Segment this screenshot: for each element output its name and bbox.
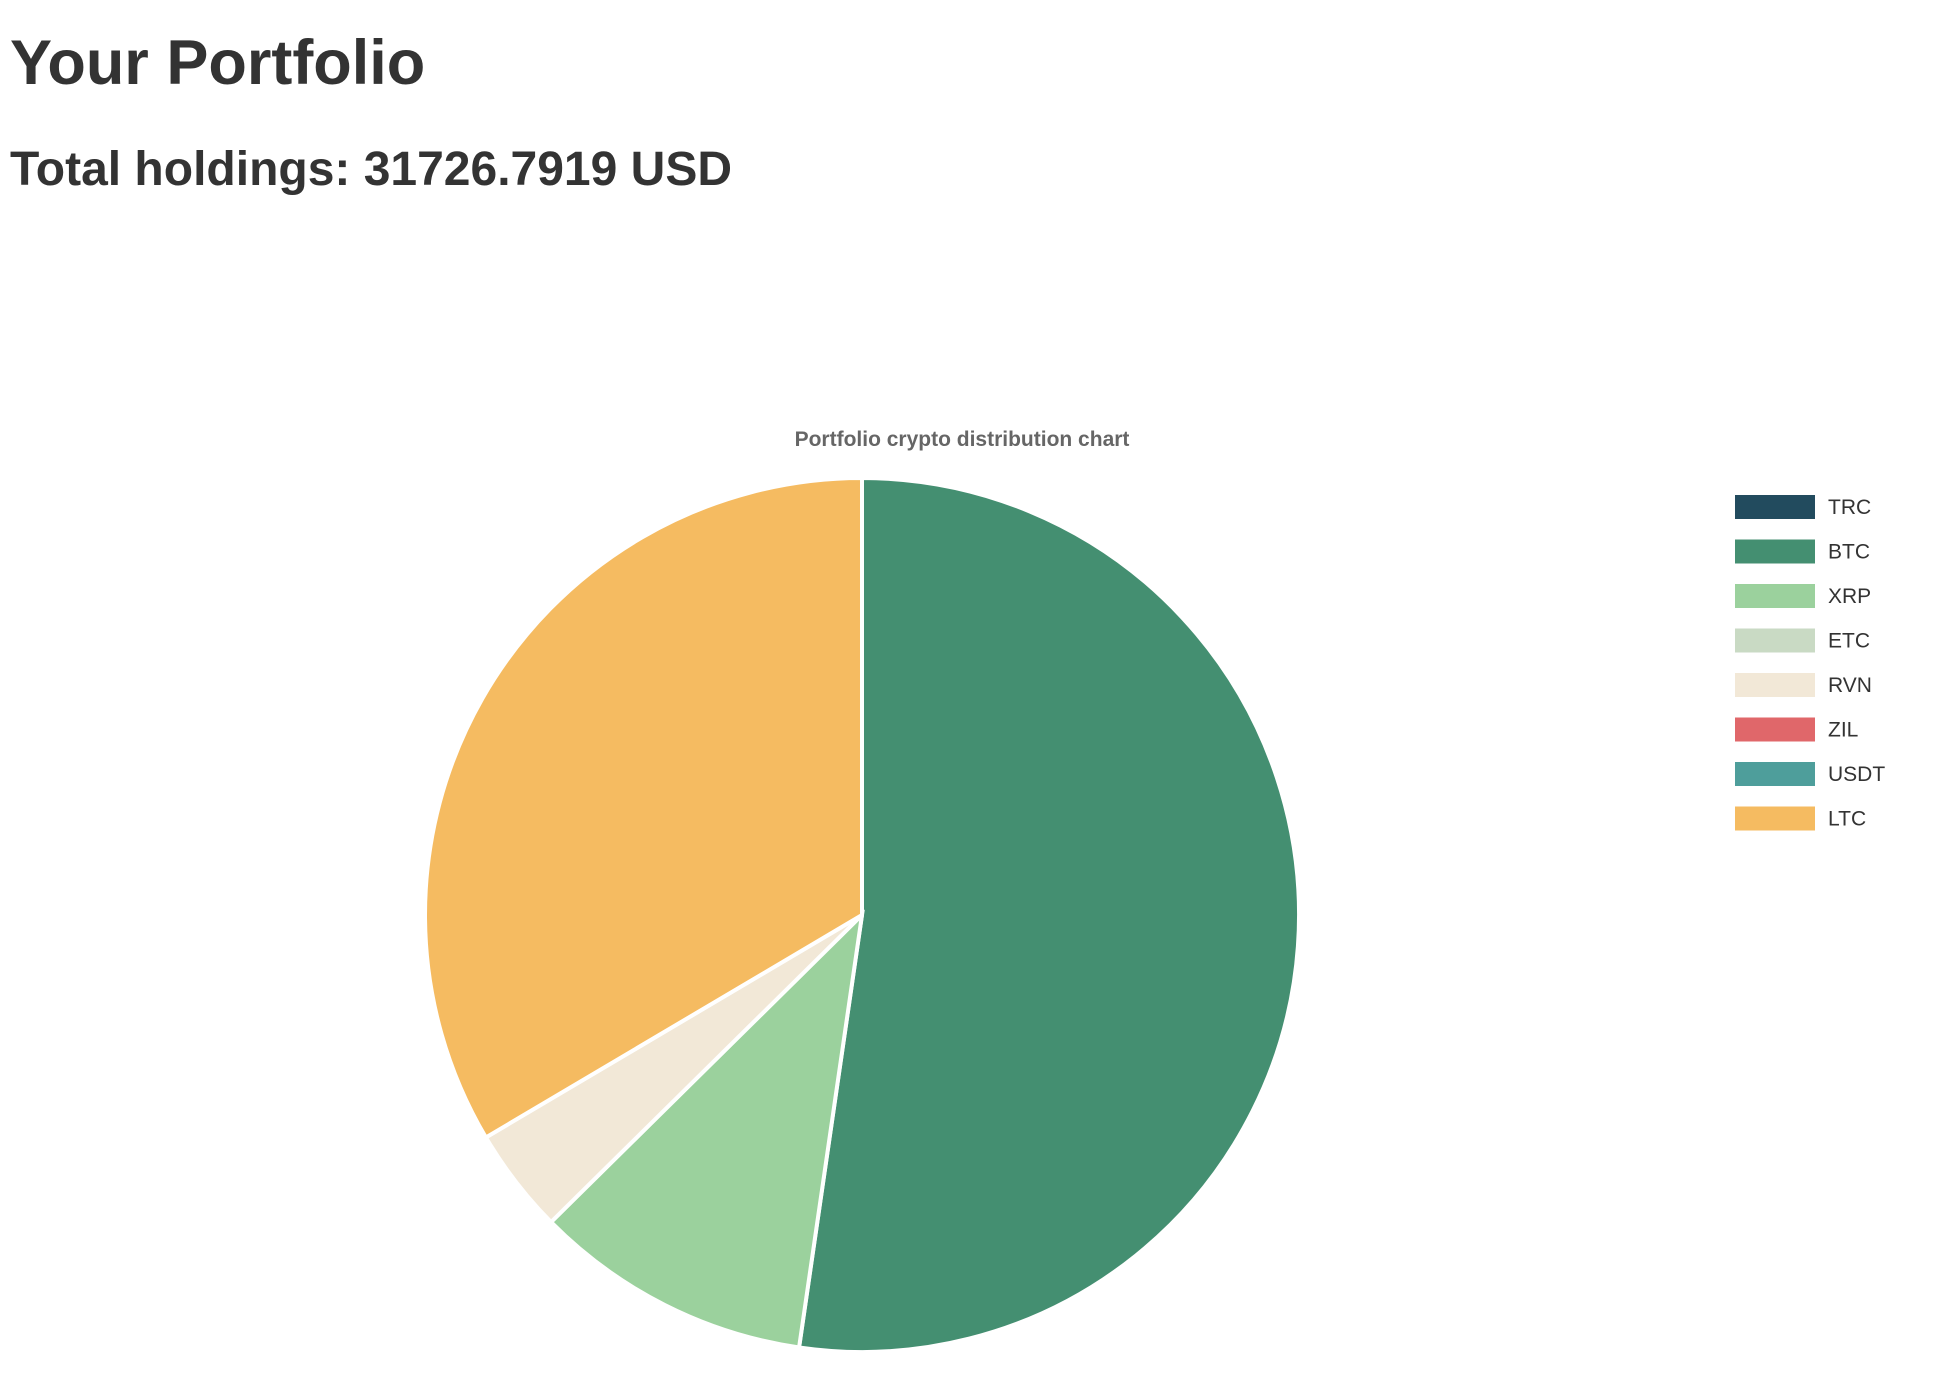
chart-title: Portfolio crypto distribution chart [795,428,1130,451]
legend-item-xrp[interactable]: XRP [1735,584,1871,608]
legend-label: ZIL [1828,719,1858,742]
legend-swatch [1735,718,1815,742]
legend-item-trc[interactable]: TRC [1735,495,1871,519]
legend-swatch [1735,673,1815,697]
legend-label: BTC [1828,541,1870,564]
legend-item-etc[interactable]: ETC [1735,629,1870,653]
legend-swatch [1735,584,1815,608]
legend-label: TRC [1828,496,1871,519]
legend-swatch [1735,807,1815,831]
legend-item-usdt[interactable]: USDT [1735,762,1885,786]
legend-swatch [1735,762,1815,786]
legend-label: XRP [1828,585,1871,608]
pie-slices [425,478,1299,1352]
legend-item-btc[interactable]: BTC [1735,540,1870,564]
legend-item-ltc[interactable]: LTC [1735,807,1866,831]
legend-item-rvn[interactable]: RVN [1735,673,1872,697]
chart-legend: TRC BTC XRP ETC RVN ZIL USDT LTC [1735,495,1885,831]
legend-swatch [1735,495,1815,519]
legend-label: USDT [1828,763,1885,786]
pie-slice-btc[interactable] [799,478,1299,1352]
legend-label: RVN [1828,674,1872,697]
legend-item-zil[interactable]: ZIL [1735,718,1858,742]
legend-swatch [1735,629,1815,653]
legend-label: LTC [1828,808,1866,831]
legend-swatch [1735,540,1815,564]
legend-label: ETC [1828,630,1870,653]
